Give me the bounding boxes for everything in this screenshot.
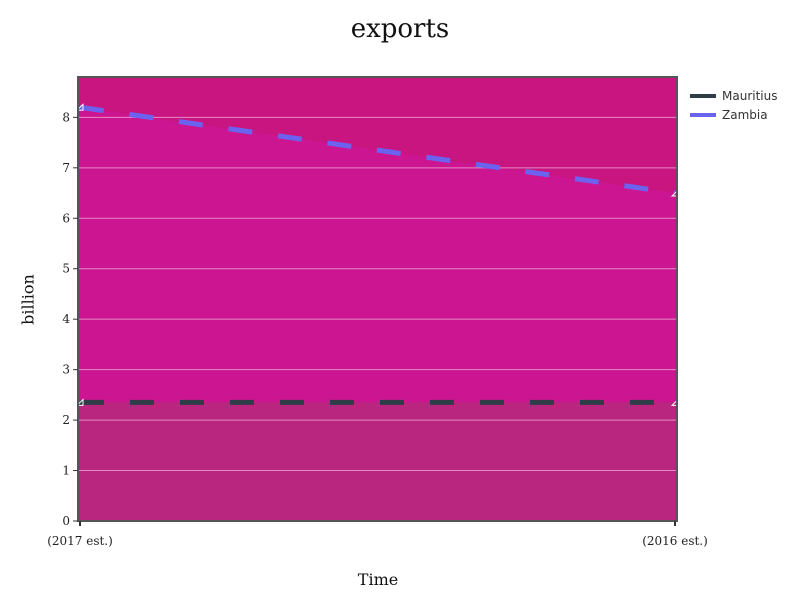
chart-legend: Mauritius Zambia bbox=[690, 86, 777, 124]
legend-label-mauritius: Mauritius bbox=[722, 88, 778, 103]
y-tick-label: 3 bbox=[62, 363, 70, 377]
y-tick-label: 7 bbox=[62, 161, 70, 175]
y-tick-label: 2 bbox=[62, 413, 70, 427]
legend-item-mauritius[interactable]: Mauritius bbox=[690, 86, 777, 105]
point-mauritius bbox=[75, 398, 84, 406]
legend-swatch-mauritius bbox=[690, 90, 716, 101]
area-mauritius bbox=[80, 402, 675, 521]
legend-item-zambia[interactable]: Zambia bbox=[690, 105, 777, 124]
y-tick-label: 8 bbox=[62, 110, 70, 124]
y-tick-label: 1 bbox=[62, 464, 70, 478]
y-axis-label: billion bbox=[18, 274, 38, 325]
plot-frame bbox=[77, 76, 678, 522]
legend-swatch-zambia bbox=[690, 109, 716, 120]
point-zambia bbox=[75, 103, 84, 111]
x-tick-label: (2017 est.) bbox=[47, 534, 113, 548]
y-tick-label: 5 bbox=[62, 262, 70, 276]
x-axis-label: Time bbox=[357, 570, 399, 589]
line-zambia bbox=[79, 104, 676, 196]
legend-label-zambia: Zambia bbox=[722, 107, 768, 122]
y-tick-label: 6 bbox=[62, 211, 70, 225]
x-tick-label: (2016 est.) bbox=[642, 534, 708, 548]
y-tick-label: 0 bbox=[62, 514, 70, 528]
chart-title: exports bbox=[350, 14, 450, 44]
y-tick-label: 4 bbox=[62, 312, 70, 326]
